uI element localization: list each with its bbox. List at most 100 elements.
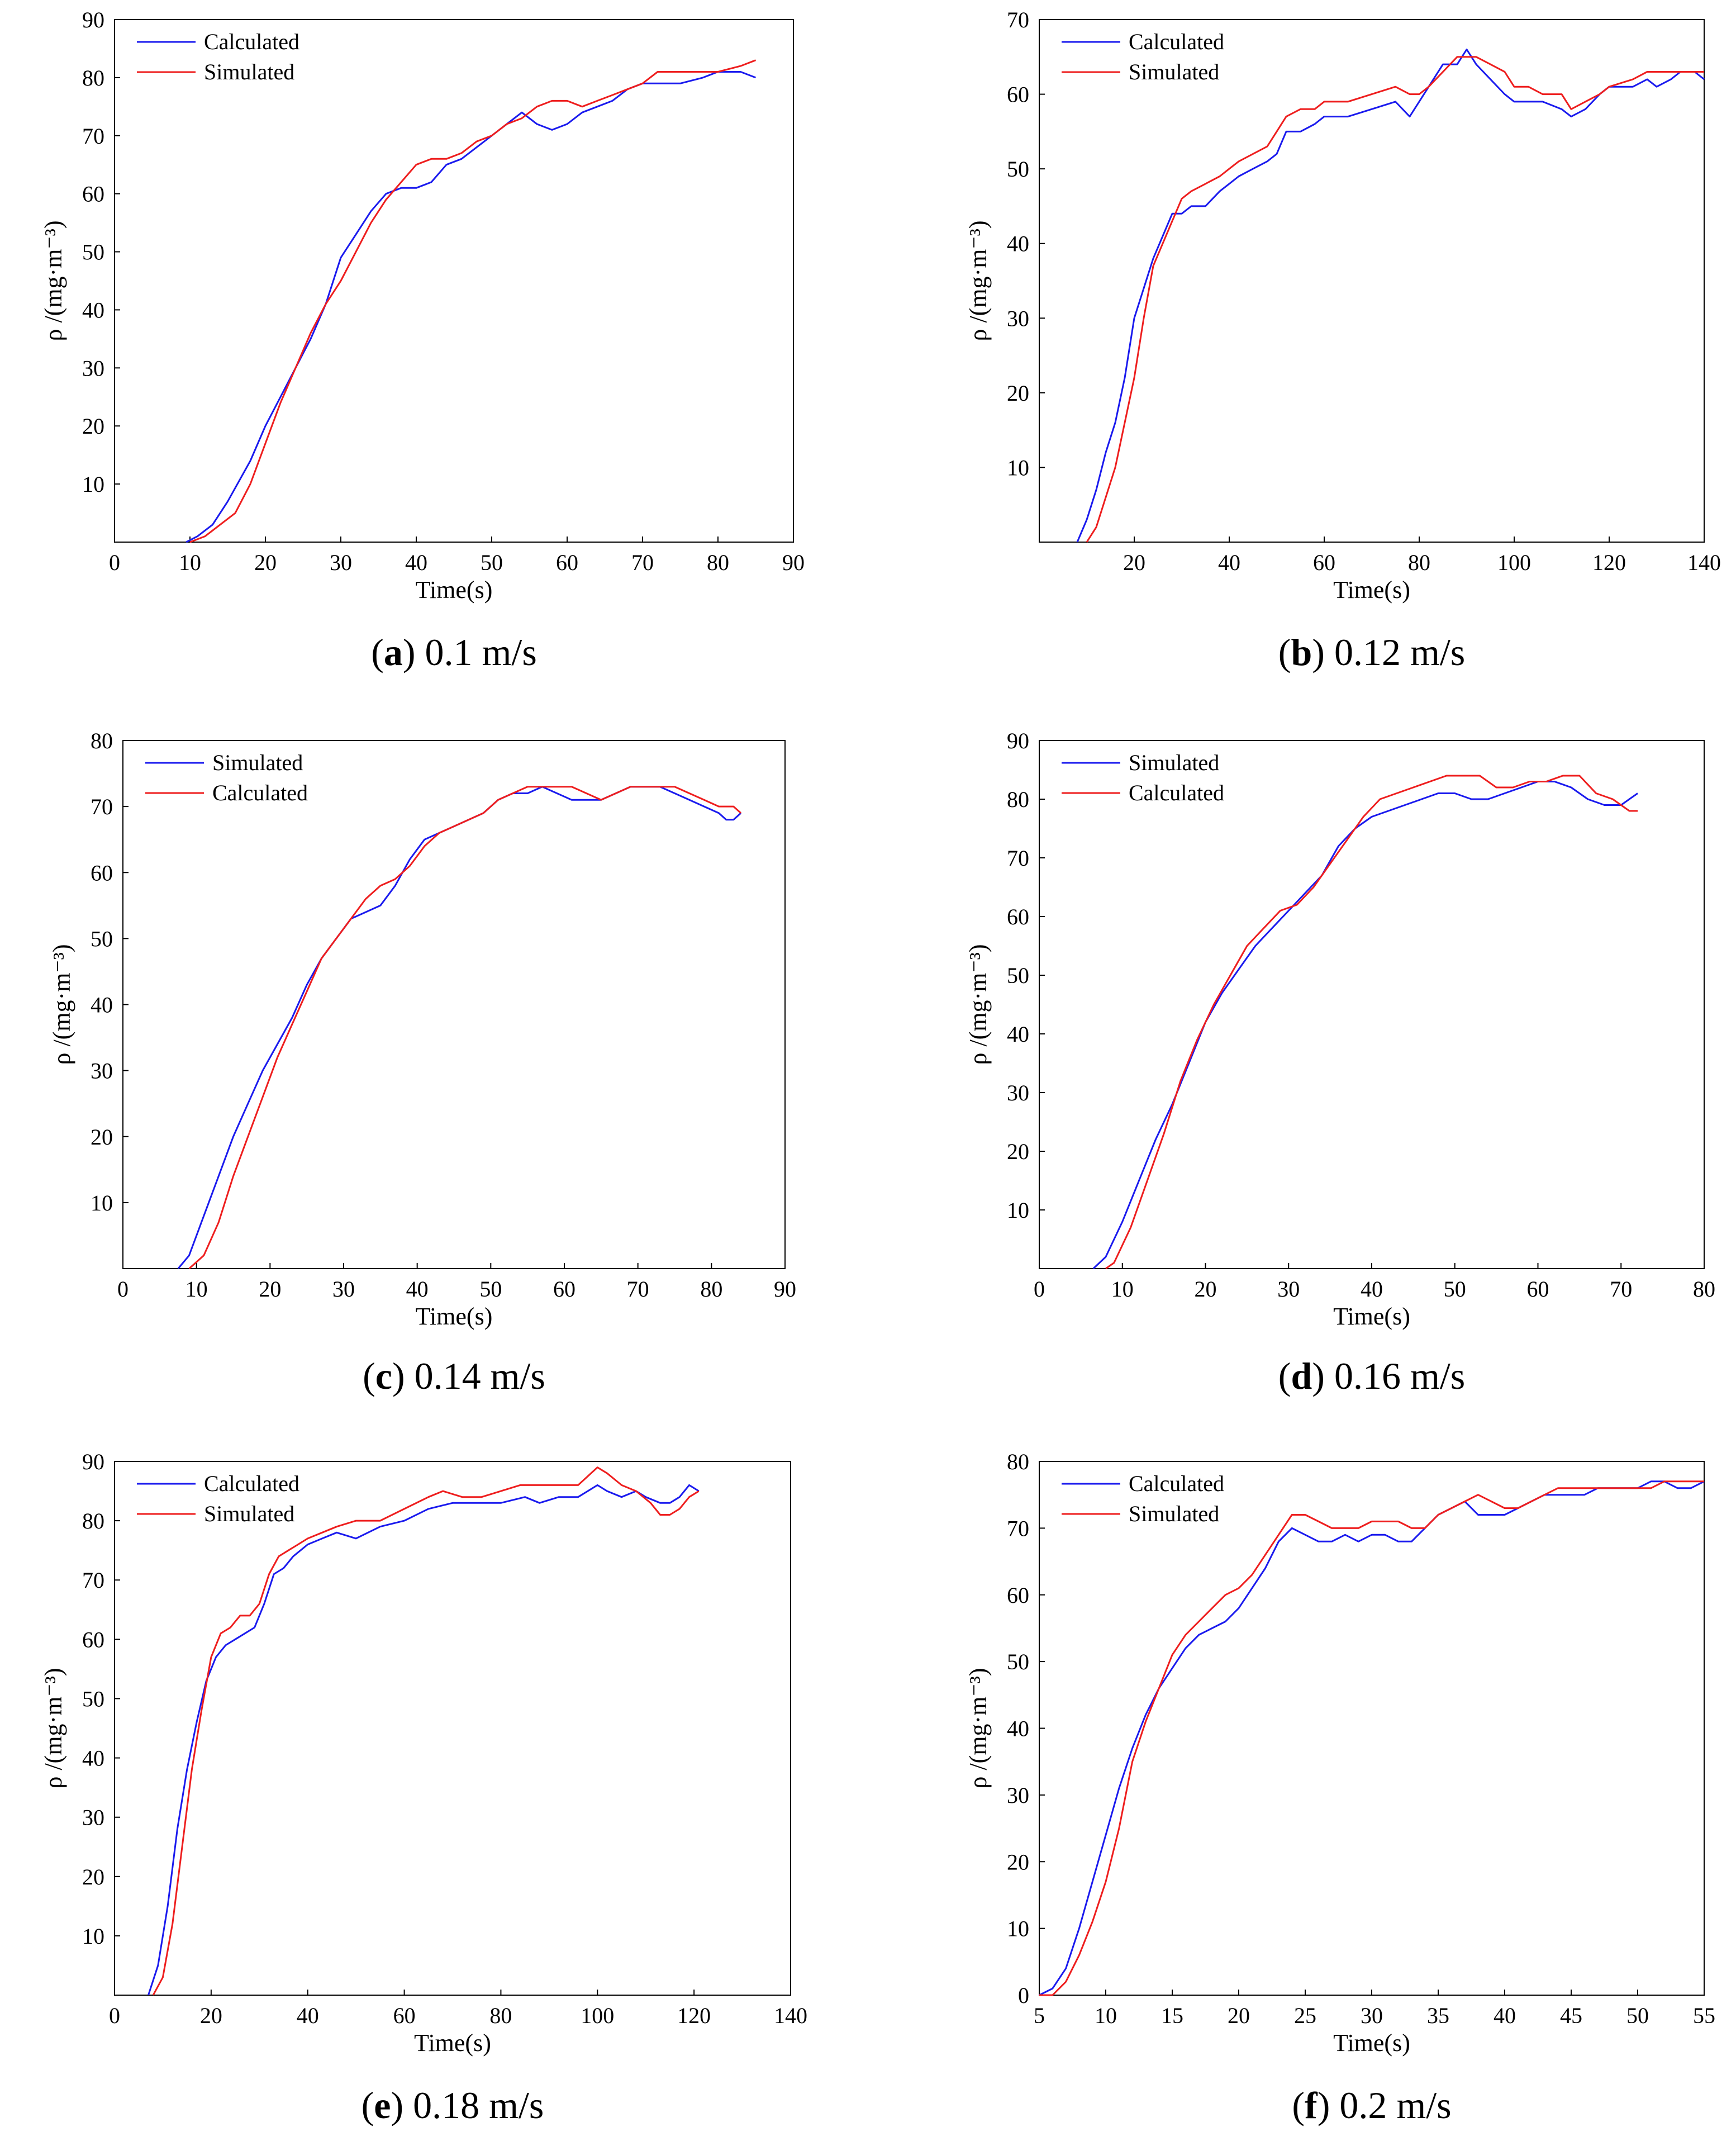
legend-label-calculated: Calculated	[1129, 780, 1224, 805]
y-tick-label: 10	[1007, 1198, 1029, 1223]
x-tick-label: 45	[1560, 2003, 1582, 2028]
x-tick-label: 35	[1427, 2003, 1449, 2028]
y-tick-label: 70	[91, 794, 113, 819]
legend-label-simulated: Simulated	[212, 750, 303, 775]
x-tick-label: 40	[1218, 550, 1240, 575]
chart-c: 0 10 20 30 40 50 60 70 80 90 10 20 30 40 50 60 70 80 Time(…	[48, 728, 796, 1397]
x-axis-label: Time(s)	[1333, 1303, 1410, 1330]
y-tick-label: 30	[1007, 1080, 1029, 1105]
caption-paren-close: )	[1318, 2084, 1340, 2126]
y-tick-label: 60	[82, 1627, 104, 1652]
plot-frame	[122, 740, 786, 1269]
chart-d: 0 10 20 30 40 50 60 70 80 10 20 30 40 50 60 70 80 90 Time(…	[964, 728, 1715, 1397]
series-line-calculated	[148, 1484, 700, 1996]
x-tick-label: 20	[259, 1276, 281, 1302]
caption-letter: c	[375, 1355, 392, 1397]
y-tick-label: 30	[1007, 306, 1029, 331]
y-tick-label: 50	[82, 240, 104, 265]
x-tick-label: 60	[393, 2003, 416, 2028]
legend-label-simulated: Simulated	[1129, 59, 1219, 84]
series-line-simulated	[189, 59, 757, 543]
legend-label-simulated: Simulated	[1129, 1501, 1219, 1526]
caption-text: 0.16 m/s	[1334, 1355, 1465, 1397]
x-tick-label: 140	[774, 2003, 807, 2028]
x-tick-label: 10	[1095, 2003, 1117, 2028]
caption-paren-open: (	[362, 2084, 374, 2126]
y-tick-label: 70	[1007, 1516, 1029, 1541]
x-tick-label: 10	[186, 1276, 208, 1302]
x-tick-label: 15	[1161, 2003, 1183, 2028]
legend-label-calculated: Calculated	[204, 29, 299, 54]
x-tick-label: 25	[1294, 2003, 1316, 2028]
x-tick-label: 140	[1687, 550, 1721, 575]
caption-paren-close: )	[403, 631, 425, 673]
y-tick-label: 90	[82, 7, 104, 32]
x-tick-label: 20	[1195, 1276, 1217, 1302]
caption-text: 0.12 m/s	[1334, 631, 1465, 673]
y-tick-label: 20	[82, 414, 104, 439]
y-tick-label: 10	[1007, 1916, 1029, 1941]
y-tick-label: 10	[1007, 455, 1029, 480]
chart-f: 5 10 15 20 25 30 35 40 45 50 55 0 10 20 30 40 50 60 70 80 Ti…	[964, 1449, 1715, 2126]
chart-caption: (b) 0.12 m/s	[1278, 631, 1465, 673]
plot-frame	[114, 19, 794, 543]
caption-paren-open: (	[363, 1355, 375, 1397]
y-tick-label: 50	[1007, 156, 1029, 182]
caption-paren-open: (	[1278, 631, 1291, 673]
y-tick-label: 70	[82, 1568, 104, 1593]
series-line-calculated	[186, 71, 757, 543]
y-tick-label: 50	[82, 1686, 104, 1711]
y-tick-label: 90	[1007, 728, 1029, 753]
series-line-simulated	[1086, 56, 1704, 543]
y-tick-label: 10	[82, 472, 104, 497]
caption-letter: a	[384, 631, 403, 673]
y-tick-label: 20	[82, 1864, 104, 1890]
x-tick-label: 50	[1444, 1276, 1466, 1302]
legend-label-calculated: Calculated	[212, 780, 308, 805]
x-tick-label: 40	[405, 550, 427, 575]
y-tick-label: 70	[1007, 846, 1029, 871]
caption-text: 0.2 m/s	[1339, 2084, 1451, 2126]
y-tick-label: 40	[1007, 1716, 1029, 1741]
x-tick-label: 40	[1494, 2003, 1516, 2028]
x-tick-label: 50	[479, 1276, 502, 1302]
caption-paren-open: (	[371, 631, 384, 673]
chart-caption: (e) 0.18 m/s	[362, 2084, 544, 2126]
x-tick-label: 40	[297, 2003, 319, 2028]
y-tick-label: 40	[82, 297, 104, 322]
chart-caption: (c) 0.14 m/s	[363, 1355, 545, 1397]
x-tick-label: 70	[1610, 1276, 1632, 1302]
x-tick-label: 100	[1497, 550, 1531, 575]
series-line-calculated	[1076, 48, 1705, 543]
y-tick-label: 20	[91, 1124, 113, 1150]
x-tick-label: 40	[406, 1276, 429, 1302]
y-tick-label: 50	[1007, 1649, 1029, 1674]
y-tick-label: 60	[1007, 1583, 1029, 1608]
y-tick-label: 60	[1007, 82, 1029, 107]
y-tick-label: 20	[1007, 381, 1029, 406]
y-tick-label: 50	[1007, 963, 1029, 988]
x-tick-label: 40	[1361, 1276, 1383, 1302]
y-tick-label: 80	[82, 65, 104, 91]
x-tick-label: 30	[330, 550, 352, 575]
x-tick-label: 120	[1592, 550, 1626, 575]
caption-letter: f	[1305, 2084, 1318, 2126]
x-tick-label: 100	[581, 2003, 614, 2028]
y-axis-label: ρ /(mg·m⁻³)	[48, 944, 75, 1065]
y-tick-label: 50	[91, 926, 113, 951]
x-tick-label: 60	[556, 550, 578, 575]
y-axis-label: ρ /(mg·m⁻³)	[964, 220, 992, 341]
x-tick-label: 60	[1527, 1276, 1549, 1302]
x-tick-label: 120	[677, 2003, 711, 2028]
x-tick-label: 10	[179, 550, 201, 575]
x-tick-label: 20	[254, 550, 277, 575]
x-tick-label: 20	[1123, 550, 1145, 575]
x-axis-label: Time(s)	[1333, 2029, 1410, 2057]
y-tick-label: 20	[1007, 1139, 1029, 1164]
y-tick-label: 90	[82, 1449, 104, 1474]
y-tick-label: 10	[82, 1924, 104, 1949]
y-tick-label: 20	[1007, 1849, 1029, 1874]
caption-paren-close: )	[1312, 631, 1334, 673]
x-tick-label: 30	[1277, 1276, 1300, 1302]
legend-label-calculated: Calculated	[1129, 29, 1224, 54]
